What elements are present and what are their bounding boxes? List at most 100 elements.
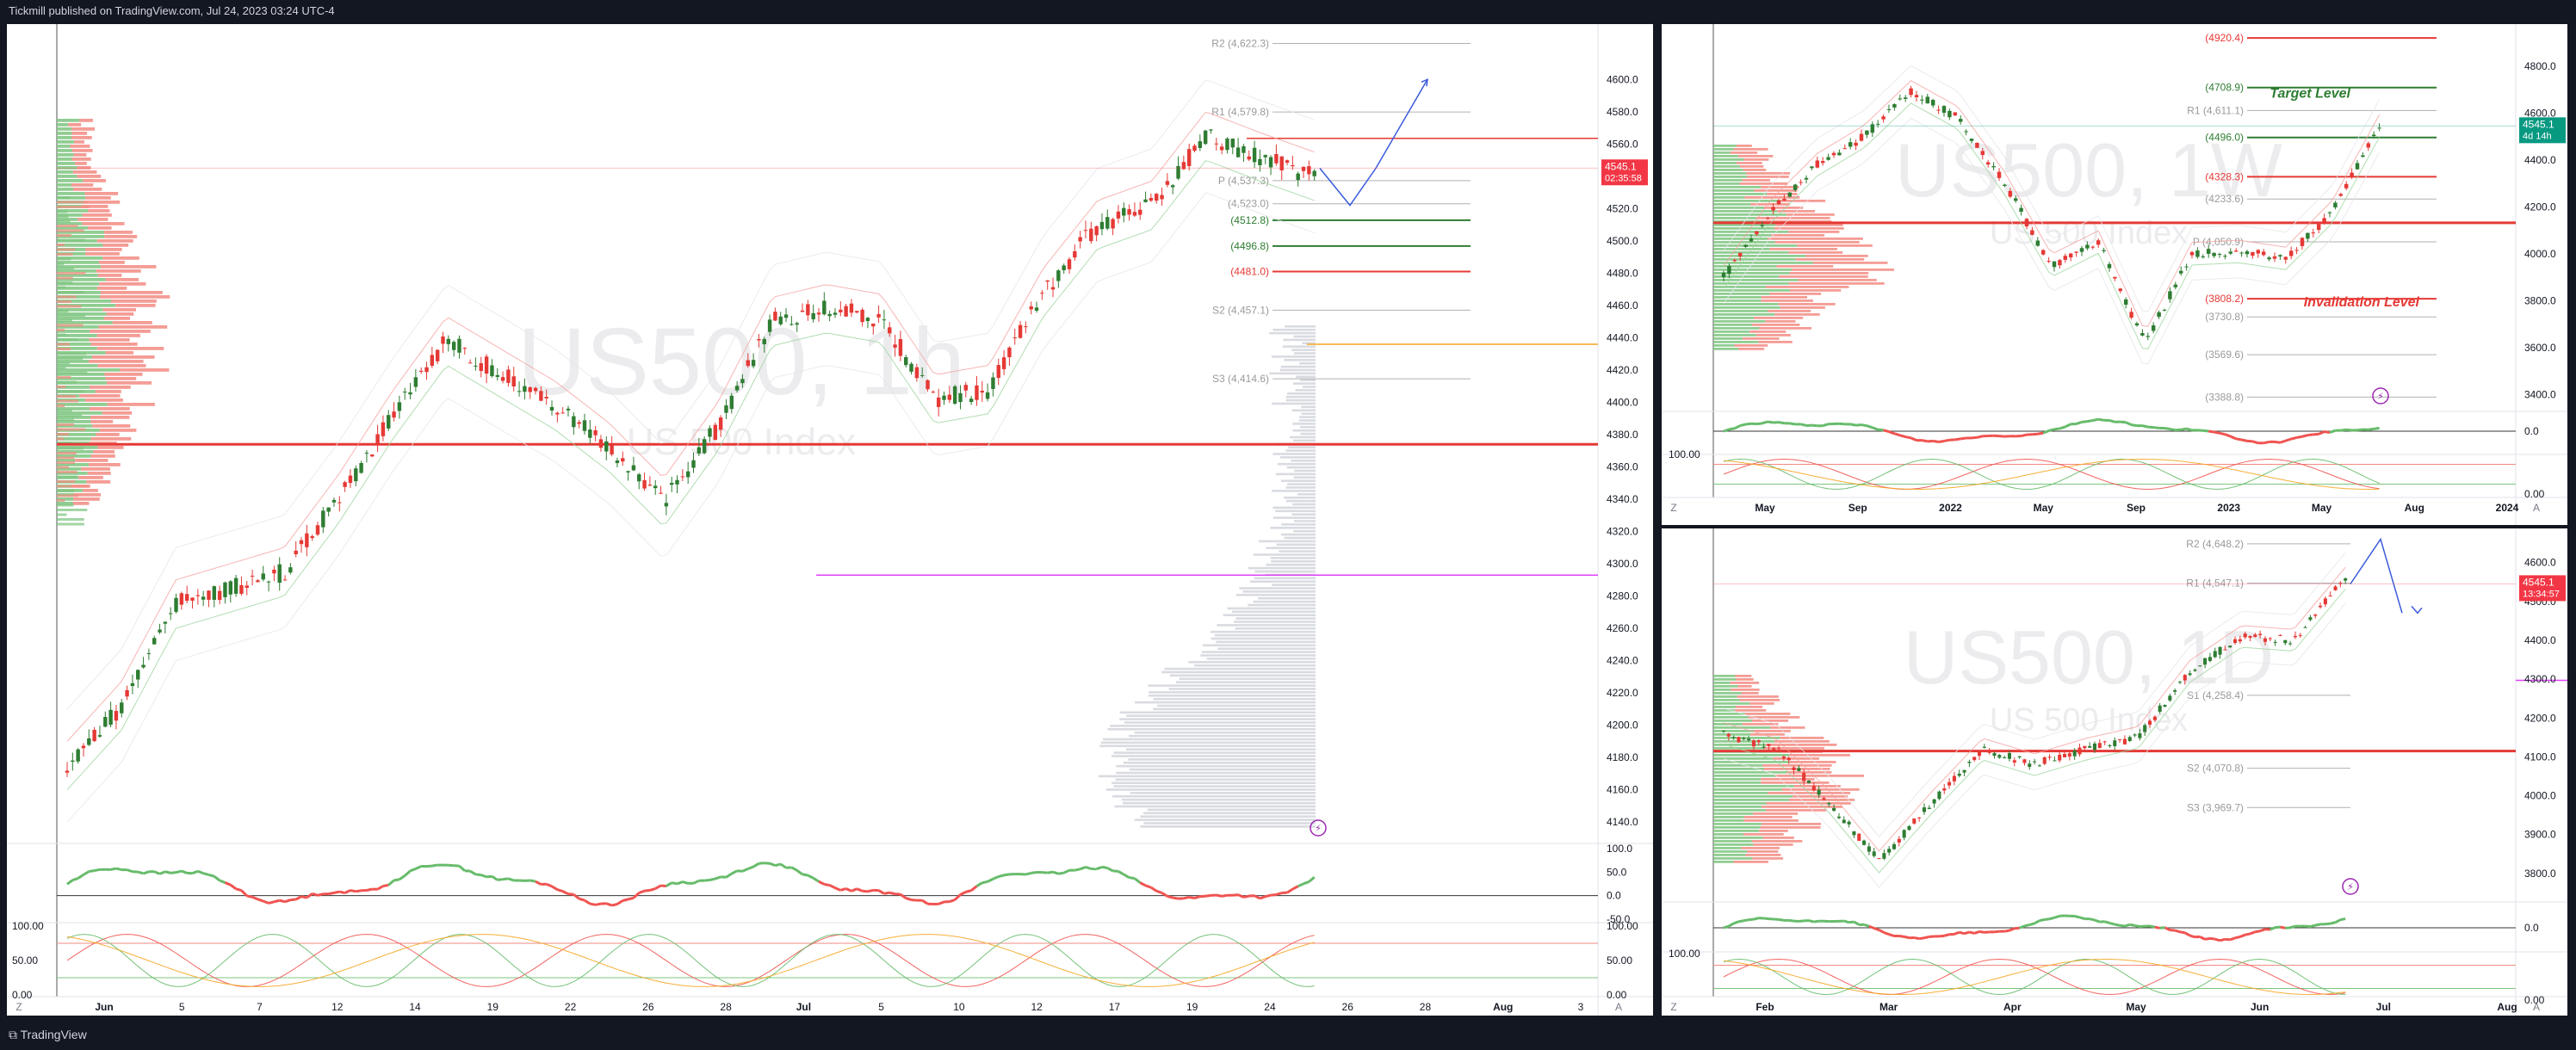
zoom-corner-button[interactable]: Z [1670,502,1676,514]
volume-profile-bar [57,145,71,148]
price-tick-label: 4260.0 [1607,622,1638,634]
candle-body [1903,97,1908,99]
candle-body [2223,649,2227,651]
lightning-icon [1310,819,1327,837]
envelope-upper [66,111,1315,742]
zoom-corner-button[interactable]: Z [15,1001,22,1013]
volume-profile-bar [1761,186,1799,188]
osc-line-segment [197,869,204,875]
chart-panel-1d[interactable]: US500, 1D US 500 Index R2 (4,648.2) R1 (4,5… [1662,528,2567,1016]
osc-line-segment [2209,936,2215,941]
volume-profile-bar [1713,193,1768,195]
volume-profile-bar [1713,196,1745,199]
osc-line-segment [2048,428,2055,432]
osc-line-segment [2053,914,2060,919]
candle-body [2253,634,2257,638]
osc-tick-label: 50.0 [1607,866,1627,878]
candle-body [2168,291,2172,300]
osc-line-segment [191,869,199,875]
volume-profile-right [1293,529,1316,533]
candle-body [195,595,201,596]
volume-profile-right [1272,584,1316,586]
osc-line-segment [257,898,264,903]
osc-line-segment [682,880,689,885]
candle-body [2288,643,2293,645]
candle-body [876,313,881,318]
volume-profile-bar [57,291,85,293]
osc-line-segment [2184,931,2191,937]
volume-profile-bar [72,188,102,191]
volume-profile-right [1269,372,1316,375]
projection-arrowhead [1421,78,1428,87]
volume-profile-bar [57,196,71,199]
osc-line-segment [567,892,574,896]
candle-body [490,365,494,377]
candle-body [2146,336,2151,337]
volume-profile-bar [1713,303,1779,306]
chart-panel-1h[interactable]: US500, 1h US 500 Index R2 (4,622.3) R1 (4,5… [7,24,1653,1016]
candle-body [2035,240,2040,246]
volume-profile-bar [1737,685,1752,688]
osc-line-segment [66,879,74,886]
candle-body [1867,846,1871,852]
volume-profile-bar [1748,716,1800,719]
tradingview-logo[interactable]: ⧉ TradingView [9,1028,87,1041]
osc-line-segment [1932,439,1939,443]
price-tick-label: 4420.0 [1607,364,1638,376]
osc-line-segment [1259,895,1266,900]
osc-line-segment [273,899,281,904]
volume-profile-bar [57,183,72,187]
volume-profile-bar [1765,320,1796,323]
candle-body [2217,254,2222,256]
volume-profile-bar [111,300,157,303]
volume-profile-bar [1786,213,1835,216]
candle-body [1062,265,1066,270]
osc-line-segment [2189,934,2195,939]
auto-scale-button[interactable]: A [2533,502,2540,514]
volume-profile-bar [1795,258,1865,261]
volume-profile-bar [1777,210,1816,213]
osc-line-segment [2301,434,2308,438]
zoom-corner-button[interactable]: Z [1670,1001,1676,1013]
volume-profile-bar [57,267,75,270]
volume-profile-bar [57,276,73,280]
candle-body [1007,347,1012,358]
volume-profile-bar [57,300,112,303]
volume-profile-bar [57,452,77,454]
osc-line-segment [938,900,945,905]
auto-scale-button[interactable]: A [2533,1001,2540,1013]
auto-scale-button[interactable]: A [1615,1001,1622,1013]
candle-body [392,411,396,418]
band-upper [1723,552,2346,837]
volume-profile-bar [1735,709,1767,712]
candle-body [2248,636,2252,639]
candle-body [484,356,489,374]
volume-profile-bar [1713,761,1790,763]
osc-line-segment [1096,865,1103,871]
volume-profile-bar [1713,320,1766,323]
candle-body [1922,807,1926,812]
candle-body [136,670,140,680]
candle-body [1268,157,1273,168]
osc-line-segment [692,879,700,885]
volume-profile-bar [1713,850,1748,853]
osc-line-segment [410,868,417,873]
candle-body [1920,99,1924,101]
volume-profile-bar [99,282,146,286]
chart-panel-1w[interactable]: US500, 1W US 500 Index (4920.4) (4708.9) R1 … [1662,24,2567,525]
volume-profile-bar [57,355,92,359]
volume-profile-bar [57,409,72,412]
osc-line-segment [2104,920,2110,925]
volume-profile-bar [1762,764,1832,767]
candle-body [163,621,168,624]
candle-body [387,415,391,429]
volume-profile-bar [72,149,93,152]
volume-profile-bar [1787,231,1840,233]
candle-body [2195,250,2200,257]
volume-profile-right [1140,825,1316,828]
volume-profile-right [1201,651,1316,653]
volume-profile-bar [1713,224,1776,226]
